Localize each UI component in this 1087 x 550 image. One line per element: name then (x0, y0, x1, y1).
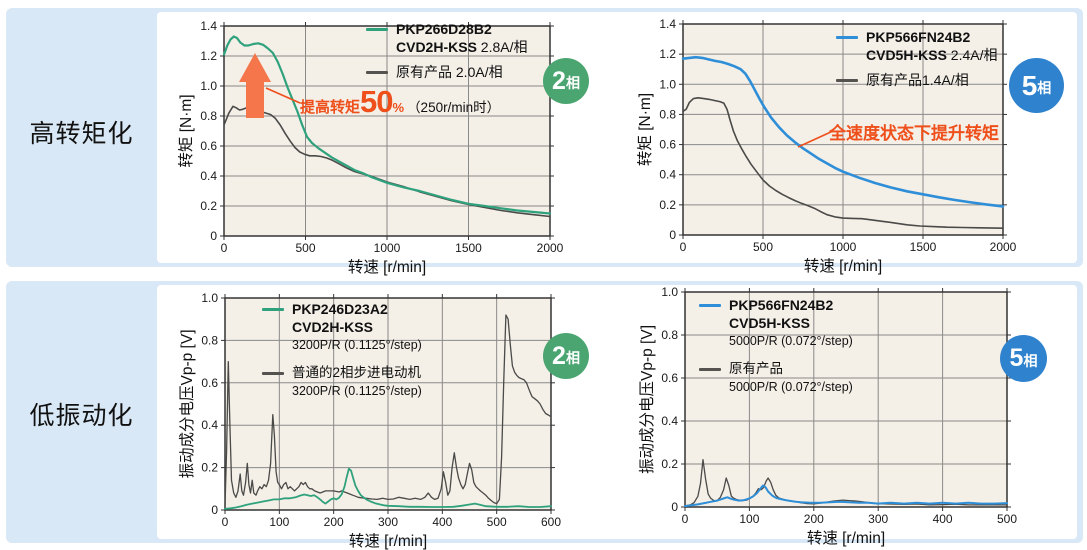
legend-driver: CVD2H-KSS (396, 39, 477, 55)
legend-model: PKP566FN24B2 (729, 297, 834, 313)
legend-row-other: 原有产品 5000P/R (0.072°/step) (699, 360, 853, 396)
torque-gain-annotation: 提高转矩50% （250r/min时） (300, 84, 500, 120)
legend-row-other: 普通的2相步进电动机 3200P/R (0.1125°/step) (262, 364, 422, 400)
gray-line-swatch-icon (699, 368, 721, 371)
badge-number: 2 (552, 341, 566, 370)
legend-row-other: 原有产品1.4A/相 (836, 71, 998, 89)
legend-row-main: PKP246D23A2 CVD2H-KSS 3200P/R (0.1125°/s… (262, 300, 422, 354)
legend-model: PKP246D23A2 (292, 301, 388, 317)
badge-unit: 相 (565, 350, 580, 366)
green-line-swatch-icon (262, 308, 284, 311)
annotation-condition: （250r/min时） (407, 100, 501, 115)
green-line-swatch-icon (366, 28, 388, 31)
legend-driver: CVD5H-KSS (866, 47, 947, 63)
legend-torque-2phase: PKP266D28B2 CVD2H-KSS 2.8A/相 原有产品 2.0A/相 (366, 20, 528, 81)
badge-number: 5 (1009, 344, 1024, 372)
gray-line-swatch-icon (262, 372, 284, 375)
gray-line-swatch-icon (366, 71, 388, 74)
blue-line-swatch-icon (836, 36, 858, 39)
gray-line-swatch-icon (836, 79, 858, 82)
legend-torque-5phase: PKP566FN24B2 CVD5H-KSS 2.4A/相 原有产品1.4A/相 (836, 28, 998, 89)
legend-model: PKP266D28B2 (396, 21, 492, 37)
badge-unit: 相 (1023, 352, 1038, 369)
legend-other-resolution: 5000P/R (0.072°/step) (729, 380, 853, 394)
legend-row-main: PKP566FN24B2 CVD5H-KSS 5000P/R (0.072°/s… (699, 296, 853, 350)
blue-line-swatch-icon (699, 304, 721, 307)
legend-other-resolution: 3200P/R (0.1125°/step) (292, 384, 422, 398)
annotation-percentage: 50 (360, 84, 393, 119)
legend-other-name: 普通的2相步进电动机 (292, 365, 422, 380)
badge-number: 5 (1021, 69, 1038, 101)
legend-vibration-2phase: PKP246D23A2 CVD2H-KSS 3200P/R (0.1125°/s… (262, 300, 422, 400)
legend-resolution: 3200P/R (0.1125°/step) (292, 338, 422, 352)
badge-unit: 相 (565, 75, 580, 91)
row-label-low-vibration: 低振动化 (29, 402, 134, 430)
row-label-high-torque: 高转矩化 (29, 120, 134, 148)
legend-other: 原有产品 2.0A/相 (396, 64, 503, 80)
legend-driver: CVD5H-KSS (729, 315, 810, 331)
badge-unit: 相 (1037, 79, 1052, 96)
legend-row-main: PKP566FN24B2 CVD5H-KSS 2.4A/相 (836, 28, 998, 64)
legend-model: PKP566FN24B2 (866, 29, 971, 45)
legend-spec: 2.4A/相 (950, 47, 998, 63)
legend-spec: 2.8A/相 (480, 39, 528, 55)
legend-row-other: 原有产品 2.0A/相 (366, 63, 528, 81)
legend-other: 原有产品1.4A/相 (866, 72, 969, 88)
annotation-prefix: 提高转矩 (300, 99, 361, 116)
legend-driver: CVD2H-KSS (292, 319, 373, 335)
full-speed-torque-annotation: 全速度状态下提升转矩 (829, 124, 999, 143)
legend-resolution: 5000P/R (0.072°/step) (729, 334, 853, 348)
annotation-percent-sign: % (392, 100, 405, 115)
legend-other-name: 原有产品 (729, 361, 783, 376)
legend-row-main: PKP266D28B2 CVD2H-KSS 2.8A/相 (366, 20, 528, 56)
badge-number: 2 (552, 66, 566, 95)
legend-vibration-5phase: PKP566FN24B2 CVD5H-KSS 5000P/R (0.072°/s… (699, 296, 853, 396)
